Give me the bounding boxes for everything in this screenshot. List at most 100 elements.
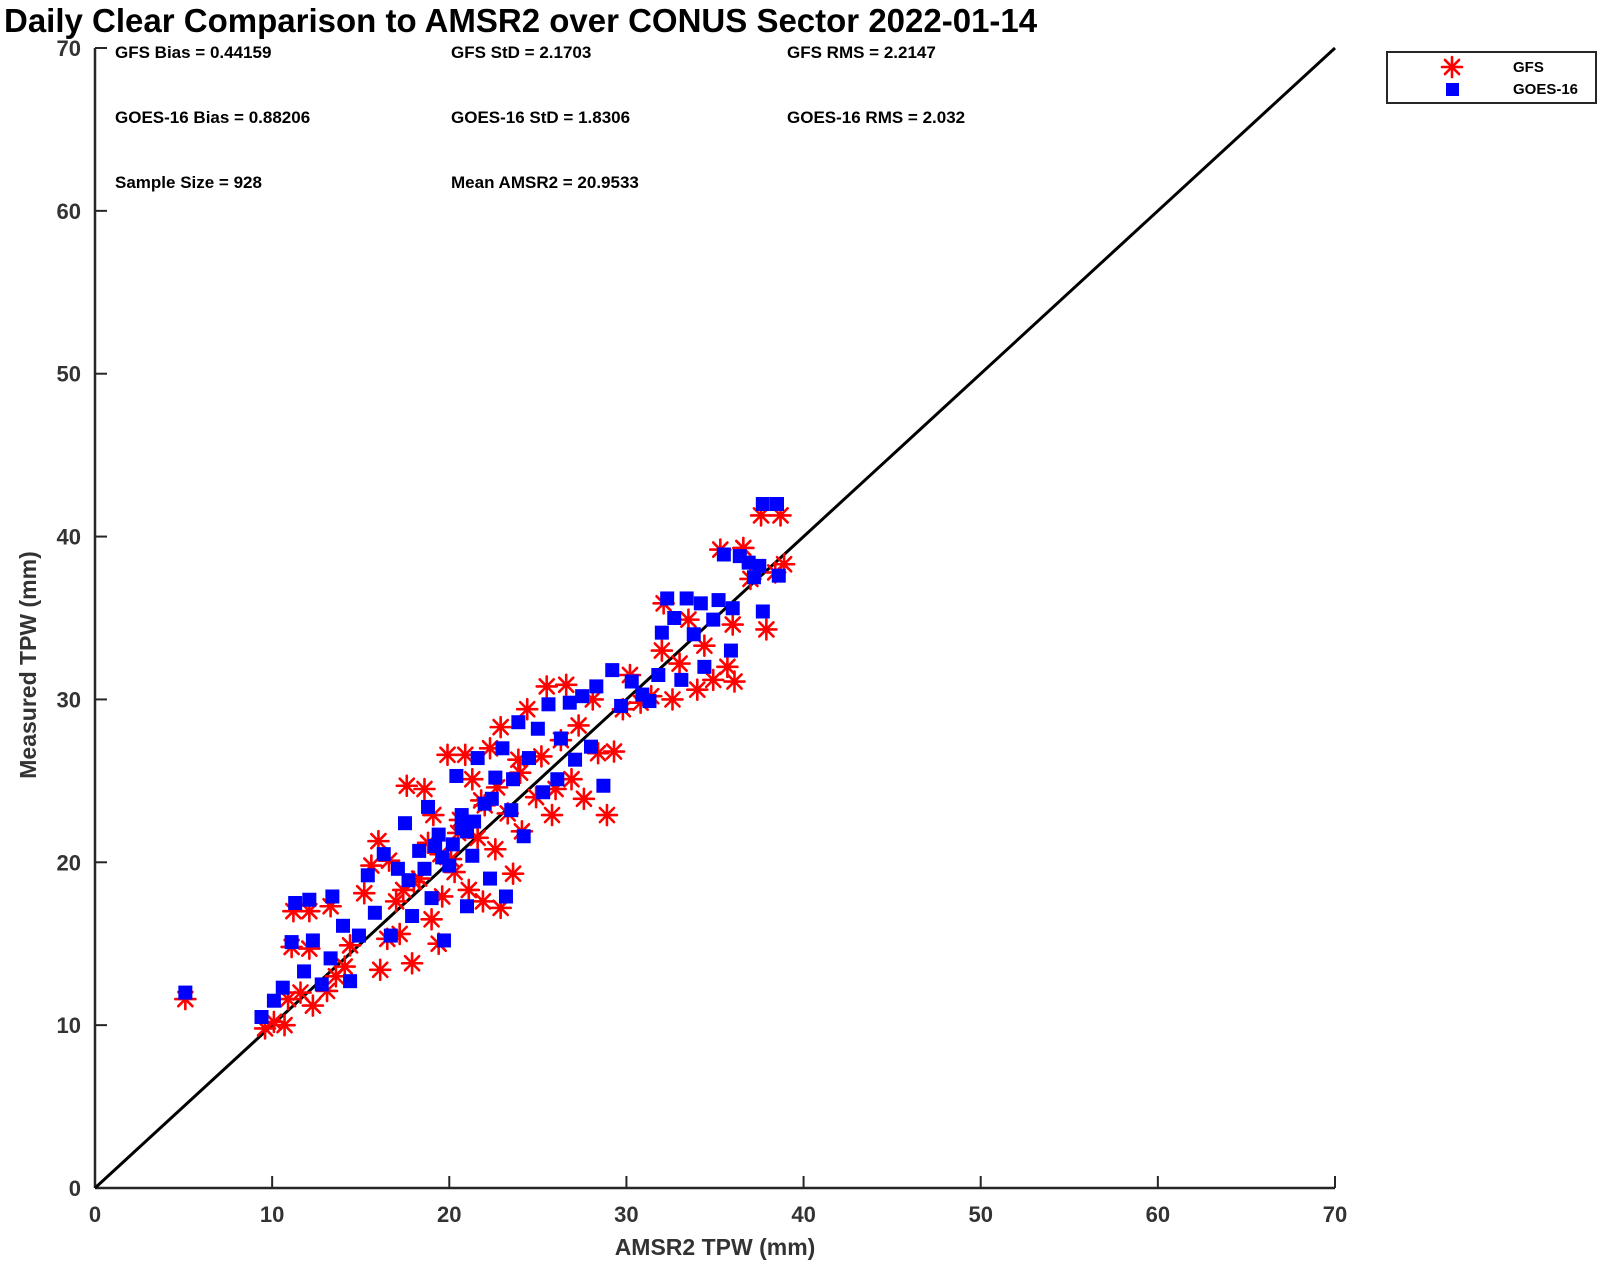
x-tick-label: 10 xyxy=(260,1202,284,1227)
goes-16-point xyxy=(343,974,358,989)
annotation-goes-rms: GOES-16 RMS = 2.032 xyxy=(787,108,965,127)
y-tick-label: 10 xyxy=(57,1013,81,1038)
goes-16-point xyxy=(405,909,420,924)
gfs-point xyxy=(471,890,495,913)
goes-16-point xyxy=(605,663,620,678)
goes-16-point xyxy=(465,848,480,863)
goes-16-point xyxy=(746,570,761,585)
gfs-point xyxy=(420,907,443,931)
legend-gfs-marker xyxy=(1440,55,1464,79)
gfs-point xyxy=(384,890,408,913)
goes-16-point xyxy=(504,803,519,818)
goes-16-point xyxy=(367,905,382,920)
gfs-point xyxy=(352,881,376,905)
goes-16-point xyxy=(266,993,281,1008)
goes-16-point xyxy=(305,933,320,948)
gfs-point xyxy=(338,934,362,957)
annotation-goes-std: GOES-16 StD = 1.8306 xyxy=(451,108,630,127)
gfs-point xyxy=(595,803,619,827)
goes-16-point xyxy=(376,847,391,862)
goes-16-point xyxy=(314,977,329,992)
gfs-point xyxy=(540,803,564,827)
goes-16-point xyxy=(716,547,731,562)
legend-gfs-label: GFS xyxy=(1513,59,1544,76)
goes-16-point xyxy=(562,695,577,710)
goes-16-point xyxy=(553,731,568,746)
goes-16-point xyxy=(667,611,682,625)
chart-title: Daily Clear Comparison to AMSR2 over CON… xyxy=(4,2,1038,39)
goes-16-point xyxy=(723,643,738,658)
goes-16-point xyxy=(421,799,436,814)
goes-16-point xyxy=(642,694,657,709)
gfs-point xyxy=(413,777,436,801)
goes-16-point xyxy=(530,721,545,736)
goes-16-point xyxy=(674,672,689,687)
gfs-point xyxy=(721,613,745,636)
goes-16-point xyxy=(460,824,474,839)
x-tick-label: 60 xyxy=(1146,1202,1170,1227)
gfs-point xyxy=(273,1013,296,1037)
goes-16-point xyxy=(654,625,669,640)
goes-16-point xyxy=(770,497,784,511)
x-tick-label: 30 xyxy=(614,1202,638,1227)
gfs-point xyxy=(368,958,392,982)
annotation-mean-amsr2: Mean AMSR2 = 20.9533 xyxy=(451,173,639,192)
goes-16-point xyxy=(435,850,450,865)
annotation-sample-size: Sample Size = 928 xyxy=(115,173,262,192)
series-gfs xyxy=(174,504,796,1040)
gfs-point xyxy=(572,787,596,811)
goes-16-point xyxy=(651,668,666,682)
goes-16-point xyxy=(428,839,443,853)
legend: GFS GOES-16 xyxy=(1386,51,1597,104)
goes-16-point xyxy=(575,689,590,704)
x-tick-label: 70 xyxy=(1323,1202,1347,1227)
goes-16-point xyxy=(460,899,474,914)
gfs-point xyxy=(650,639,674,662)
goes-16-point xyxy=(325,889,340,904)
goes-16-point xyxy=(401,873,416,888)
gfs-point xyxy=(701,668,725,692)
gfs-point xyxy=(461,767,484,791)
goes-16-point xyxy=(693,596,708,611)
goes-16-point xyxy=(431,827,446,842)
gfs-point xyxy=(685,678,709,701)
gfs-point xyxy=(395,774,419,798)
goes-16-point xyxy=(254,1010,269,1024)
goes-16-point xyxy=(275,980,290,995)
goes-16-point xyxy=(417,861,432,876)
y-tick-label: 20 xyxy=(57,850,81,875)
gfs-point xyxy=(489,715,512,739)
goes-16-point xyxy=(323,951,338,966)
x-axis-label: AMSR2 TPW (mm) xyxy=(615,1234,816,1260)
annotation-gfs-bias: GFS Bias = 0.44159 xyxy=(115,43,271,62)
goes-16-point xyxy=(516,829,531,844)
goes-16-point xyxy=(725,601,740,616)
gfs-point xyxy=(333,955,357,978)
legend-gfs-asterisk xyxy=(1440,55,1464,79)
goes-16-point xyxy=(741,555,756,570)
x-tick-label: 50 xyxy=(968,1202,992,1227)
goes-16-point xyxy=(488,770,503,785)
goes-16-point xyxy=(614,698,629,713)
gfs-point xyxy=(602,740,626,763)
goes-16-point xyxy=(390,861,405,876)
gfs-point xyxy=(560,767,583,791)
goes-16-point xyxy=(624,674,639,689)
legend-box xyxy=(1386,51,1597,104)
y-tick-label: 60 xyxy=(57,199,81,224)
goes-16-point xyxy=(589,679,604,694)
goes-16-point xyxy=(284,935,299,950)
goes-16-point xyxy=(550,772,565,787)
goes-16-point xyxy=(297,964,312,979)
goes-16-point xyxy=(454,808,469,823)
goes-16-point xyxy=(302,892,317,907)
gfs-point xyxy=(535,675,559,698)
goes-16-point xyxy=(288,896,303,910)
goes-16-point xyxy=(771,568,786,583)
goes-16-point xyxy=(536,785,551,800)
y-tick-label: 30 xyxy=(57,687,81,712)
goes-16-point xyxy=(445,837,460,852)
annotation-gfs-rms: GFS RMS = 2.2147 xyxy=(787,43,936,62)
goes-16-point xyxy=(424,891,439,906)
